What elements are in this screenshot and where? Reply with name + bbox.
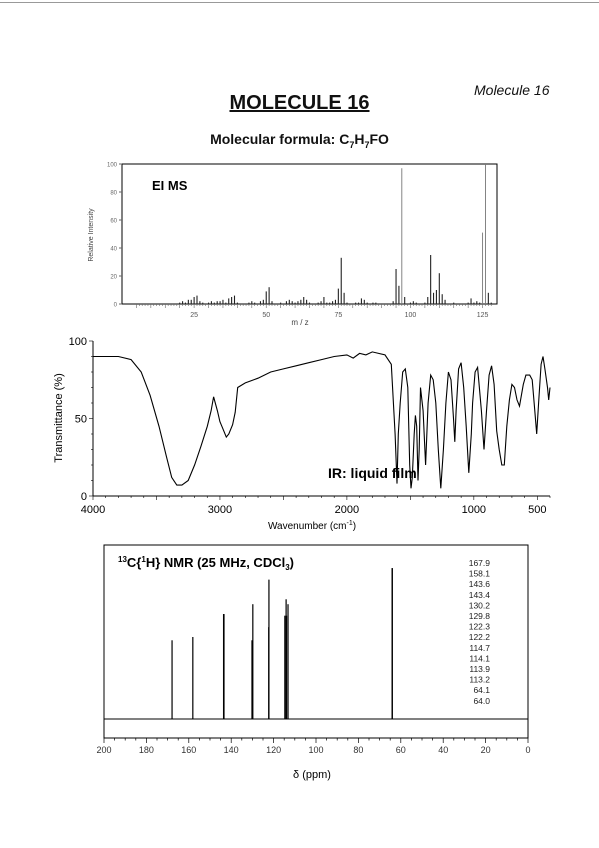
ms-frame bbox=[121, 163, 498, 305]
formula-label: Molecular formula: bbox=[210, 131, 340, 147]
ir-xtick-label: 500 bbox=[528, 504, 546, 516]
nmr-xtick-label: 200 bbox=[96, 745, 111, 755]
ms-xtick-label: 50 bbox=[262, 312, 270, 319]
molecule-tag: Molecule 16 bbox=[474, 82, 550, 98]
nmr-shift-value: 64.1 bbox=[473, 685, 490, 695]
nmr-xtick-label: 160 bbox=[181, 745, 196, 755]
formula-rest: FO bbox=[369, 131, 389, 147]
nmr-label-h1: 1 bbox=[141, 555, 146, 564]
formula-c: C bbox=[339, 131, 350, 147]
ir-xtick-label: 4000 bbox=[81, 504, 105, 516]
ir-label: IR: liquid film bbox=[328, 465, 417, 481]
nmr-label-sub: 3 bbox=[285, 563, 290, 572]
formula-h-count: 7 bbox=[364, 139, 370, 150]
molecular-formula: Molecular formula: C7H7FO bbox=[0, 131, 599, 150]
nmr-xtick-label: 80 bbox=[353, 745, 363, 755]
ms-ytick-label: 80 bbox=[110, 191, 117, 197]
ir-ylabel: Transmittance (%) bbox=[53, 373, 65, 462]
nmr-shift-value: 122.2 bbox=[469, 632, 491, 642]
ms-xtick-label: 75 bbox=[334, 312, 342, 319]
nmr-frame bbox=[103, 544, 529, 739]
ms-ytick-label: 60 bbox=[110, 219, 117, 225]
ms-label: EI MS bbox=[152, 178, 188, 193]
nmr-xtick-label: 20 bbox=[481, 745, 491, 755]
ir-xlabel-main: Wavenumber (cm bbox=[268, 521, 347, 532]
nmr-label-iso: 13 bbox=[118, 555, 127, 564]
ir-xlabel: Wavenumber (cm-1) bbox=[268, 520, 356, 532]
nmr-shift-value: 113.2 bbox=[469, 675, 490, 685]
nmr-shift-value: 114.7 bbox=[469, 643, 490, 653]
ir-xlabel-sup: -1 bbox=[346, 520, 352, 527]
ir-xlabel-end: ) bbox=[353, 521, 356, 532]
nmr-xlabel: δ (ppm) bbox=[293, 769, 331, 781]
nmr-shift-value: 167.9 bbox=[469, 558, 491, 568]
ir-trace bbox=[93, 351, 551, 489]
nmr-shift-value: 114.1 bbox=[469, 653, 490, 663]
nmr-xtick-label: 60 bbox=[396, 745, 406, 755]
ms-xtick-label: 125 bbox=[477, 312, 489, 319]
ir-xtick-label: 2000 bbox=[335, 504, 359, 516]
ms-ytick-label: 20 bbox=[110, 275, 117, 281]
page-rule bbox=[0, 2, 599, 3]
ms-ytick-label: 100 bbox=[107, 163, 118, 169]
ir-ytick-label: 50 bbox=[75, 414, 87, 426]
ir-ytick-label: 0 bbox=[81, 491, 87, 503]
nmr-shift-value: 64.0 bbox=[473, 696, 490, 706]
nmr-label-b: H} NMR (25 MHz, CDCl bbox=[146, 555, 285, 570]
ms-ytick-label: 40 bbox=[110, 247, 117, 253]
nmr-label-end: ) bbox=[290, 555, 294, 570]
nmr-xtick-label: 140 bbox=[224, 745, 239, 755]
title-text: MOLECULE 16 bbox=[229, 92, 370, 114]
ir-ytick-label: 100 bbox=[69, 336, 87, 348]
nmr-shift-value: 143.6 bbox=[469, 579, 491, 589]
nmr-xtick-label: 120 bbox=[266, 745, 281, 755]
ms-ylabel: Relative Intensity bbox=[88, 208, 95, 262]
formula-c-count: 7 bbox=[349, 139, 355, 150]
nmr-xtick-label: 180 bbox=[139, 745, 154, 755]
nmr-shift-value: 113.9 bbox=[469, 664, 490, 674]
nmr-xtick-label: 0 bbox=[525, 745, 530, 755]
ms-xlabel: m / z bbox=[291, 318, 308, 327]
nmr-label: 13C{1H} NMR (25 MHz, CDCl3) bbox=[118, 555, 294, 572]
nmr-xtick-label: 40 bbox=[438, 745, 448, 755]
ms-ytick-label: 0 bbox=[114, 303, 118, 309]
nmr-shift-value: 129.8 bbox=[469, 611, 491, 621]
ms-xtick-label: 100 bbox=[405, 312, 417, 319]
nmr-shift-value: 158.1 bbox=[469, 569, 491, 579]
formula-h: H bbox=[354, 131, 365, 147]
ms-xtick-label: 25 bbox=[190, 312, 198, 319]
ir-xtick-label: 3000 bbox=[208, 504, 232, 516]
nmr-label-a: C{ bbox=[127, 555, 141, 570]
nmr-shift-value: 122.3 bbox=[469, 622, 491, 632]
nmr-shift-value: 130.2 bbox=[469, 600, 491, 610]
nmr-xtick-label: 100 bbox=[308, 745, 323, 755]
nmr-shift-value: 143.4 bbox=[469, 590, 491, 600]
page-title: MOLECULE 16 bbox=[0, 92, 599, 115]
ir-xtick-label: 1000 bbox=[462, 504, 486, 516]
